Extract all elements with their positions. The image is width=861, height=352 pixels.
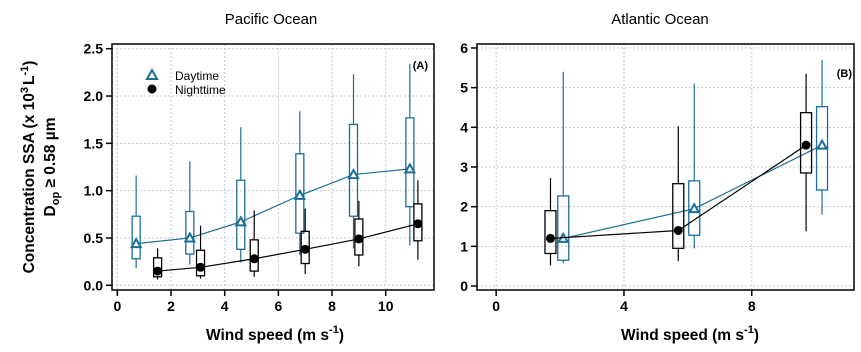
- mean-marker-nighttime: [545, 233, 555, 243]
- y-tick-label: 1.5: [84, 135, 104, 151]
- iqr-box: [688, 180, 701, 236]
- panel-atlantic: Atlantic Ocean 0 4 8 0 1 2 3 4 5 6 (B) Wind speed…: [460, 11, 855, 344]
- x-label-a-main: Wind speed (m s: [206, 327, 329, 344]
- iqr-box: [348, 123, 359, 217]
- mean-line-nighttime: [157, 223, 419, 272]
- panel-title-pacific: Pacific Ocean: [225, 11, 318, 28]
- series-nighttime-pacific: [152, 180, 423, 280]
- x-label-a-close: ): [339, 327, 344, 344]
- y-tick-label: 2: [460, 199, 468, 215]
- legend-daytime-marker: [145, 67, 159, 80]
- x-tick-label: 4: [221, 298, 229, 314]
- y-tick-label: 5: [460, 80, 468, 96]
- y-label-1-sup1: 3: [19, 87, 31, 93]
- legend-daytime-label: Daytime: [175, 69, 219, 83]
- y-tick-label: 1: [460, 238, 468, 254]
- y-label-1-main: Concentration SSA (x 10: [21, 93, 38, 273]
- y-tick-label: 2.0: [84, 88, 104, 104]
- y-label-2-rest: ≥ 0.58 µm: [42, 118, 59, 192]
- mean-marker-daytime: [234, 215, 248, 227]
- legend-nighttime-label: Nighttime: [175, 83, 226, 97]
- x-label-a-sup: -1: [329, 324, 339, 336]
- panel-label-a: (A): [413, 60, 429, 72]
- iqr-box: [557, 195, 570, 261]
- y-label-2-main: D: [42, 205, 59, 216]
- x-tick-label: 4: [620, 298, 628, 314]
- y-label-1-sup2: -1: [19, 66, 31, 76]
- mean-marker-daytime: [347, 168, 360, 180]
- grid-atlantic: [477, 44, 854, 290]
- ticks-atlantic: 0 4 8 0 1 2 3 4 5 6: [460, 40, 756, 314]
- mean-marker-daytime: [403, 162, 417, 174]
- panel-title-atlantic: Atlantic Ocean: [611, 11, 709, 28]
- x-tick-label: 0: [492, 298, 500, 314]
- mean-marker-nighttime: [153, 266, 163, 276]
- series-daytime-atlantic: [557, 59, 829, 264]
- x-axis-label-atlantic: Wind speed (m s-1): [621, 324, 759, 344]
- mean-line-daytime: [136, 168, 410, 245]
- y-tick-label: 3: [460, 159, 468, 175]
- iqr-box: [236, 179, 246, 250]
- iqr-box: [195, 249, 206, 277]
- y-tick-label: 1.0: [84, 183, 104, 199]
- iqr-box: [152, 257, 163, 278]
- mean-marker-daytime: [688, 202, 701, 214]
- x-tick-label: 8: [328, 298, 336, 314]
- y-tick-label: 0.0: [84, 277, 104, 293]
- panel-label-b: (B): [837, 68, 853, 80]
- x-tick-label: 10: [378, 298, 394, 314]
- series-daytime-pacific: [129, 63, 417, 269]
- y-tick-label: 6: [460, 40, 468, 56]
- y-label-2-sub: op: [50, 192, 62, 206]
- iqr-box: [185, 210, 195, 255]
- y-label-1-mid: L: [21, 76, 38, 85]
- mean-marker-daytime: [129, 237, 143, 249]
- x-label-b-sup: -1: [744, 324, 754, 336]
- y-label-1-close: ): [21, 61, 38, 66]
- mean-marker-nighttime: [196, 262, 206, 272]
- grid-pacific: [112, 44, 434, 290]
- mean-line-daytime: [563, 144, 823, 240]
- x-label-b-main: Wind speed (m s: [621, 327, 744, 344]
- x-axis-label-pacific: Wind speed (m s-1): [206, 324, 344, 344]
- y-tick-label: 2.5: [84, 41, 104, 57]
- series-nighttime-atlantic: [544, 73, 813, 266]
- ticks-pacific: 0 2 4 6 8 10 0.0 0.5 1.0 1.5 2.0 2.5: [84, 41, 394, 314]
- marks-atlantic: [544, 59, 829, 266]
- mean-marker-nighttime: [300, 244, 310, 254]
- iqr-box: [131, 215, 141, 260]
- y-tick-label: 4: [460, 119, 468, 135]
- iqr-box: [799, 111, 813, 174]
- iqr-box: [815, 106, 829, 191]
- mean-marker-daytime: [815, 138, 829, 150]
- iqr-box: [405, 117, 415, 208]
- x-tick-label: 2: [167, 298, 175, 314]
- iqr-box: [249, 239, 259, 272]
- y-axis-label-line2: Dop ≥ 0.58 µm: [42, 118, 62, 217]
- mean-marker-nighttime: [354, 234, 364, 244]
- mean-marker-nighttime: [413, 219, 423, 229]
- x-tick-label: 0: [113, 298, 121, 314]
- mean-marker-daytime: [293, 188, 307, 200]
- y-tick-label: 0: [460, 278, 468, 294]
- y-tick-label: 0.5: [84, 230, 104, 246]
- marks-pacific: [129, 63, 423, 280]
- mean-marker-nighttime: [673, 225, 683, 235]
- iqr-box: [544, 209, 557, 255]
- panel-pacific: Pacific Ocean 0 2 4 6 8 100.00.51.01.52.02.5 …: [19, 11, 435, 344]
- legend-nighttime-marker: [147, 84, 157, 94]
- x-tick-label: 6: [274, 298, 282, 314]
- x-tick-label: 8: [748, 298, 756, 314]
- x-label-b-close: ): [754, 327, 759, 344]
- y-axis-label-line1: Concentration SSA (x 103 L-1): [19, 61, 38, 274]
- iqr-box: [295, 153, 305, 234]
- mean-marker-daytime: [183, 231, 197, 243]
- legend: Daytime Nighttime: [145, 67, 226, 97]
- plot-frame-pacific: [111, 43, 435, 291]
- mean-marker-nighttime: [801, 140, 811, 150]
- iqr-box: [672, 183, 685, 249]
- mean-marker-nighttime: [249, 254, 259, 264]
